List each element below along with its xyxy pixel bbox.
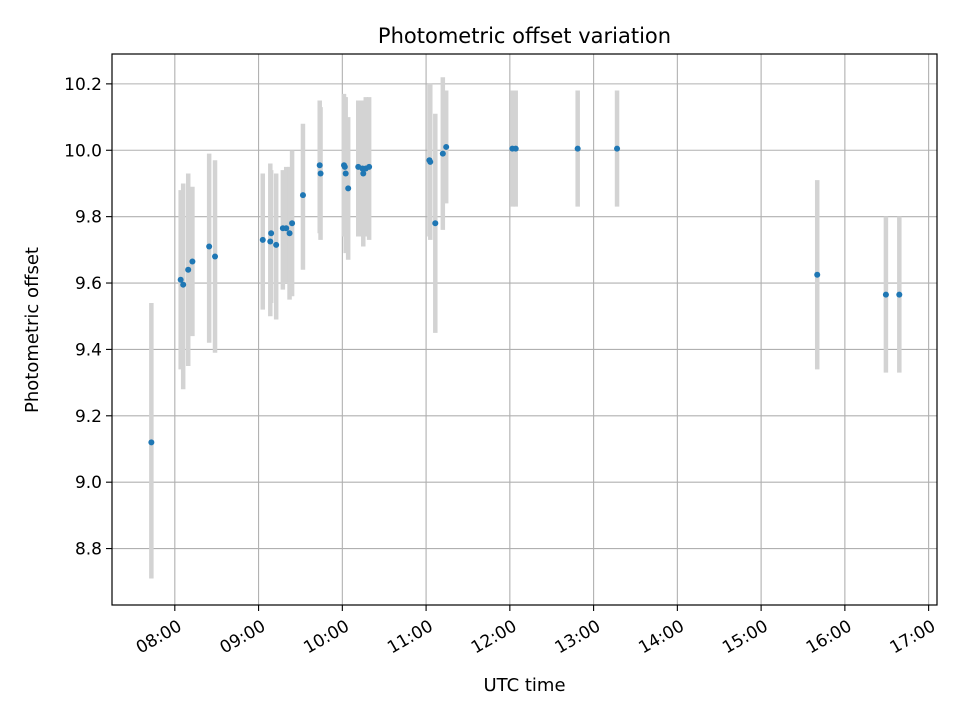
data-point (317, 170, 324, 177)
data-point (366, 163, 373, 170)
data-point (148, 439, 155, 446)
data-point (360, 170, 367, 177)
y-tick-label: 10.0 (64, 141, 102, 161)
data-point (259, 236, 266, 243)
data-point (185, 266, 192, 273)
data-point (345, 185, 352, 192)
chart-title: Photometric offset variation (378, 24, 671, 48)
data-point (512, 145, 519, 152)
data-point (896, 291, 903, 298)
y-tick-label: 9.2 (75, 407, 102, 427)
data-point (273, 241, 280, 248)
data-point (267, 238, 274, 245)
y-tick-label: 9.6 (75, 274, 102, 294)
data-point (439, 150, 446, 157)
data-point (882, 291, 889, 298)
data-point (316, 162, 323, 169)
data-point (177, 276, 184, 283)
y-tick-label: 9.0 (75, 473, 102, 493)
data-point (614, 145, 621, 152)
data-point (443, 143, 450, 150)
data-point (299, 192, 306, 199)
data-point (342, 170, 349, 177)
data-point (180, 281, 187, 288)
y-tick-label: 8.8 (75, 540, 102, 560)
data-point (283, 225, 290, 232)
data-point (574, 145, 581, 152)
x-axis-label: UTC time (483, 675, 565, 696)
data-point (341, 163, 348, 170)
plot-area (112, 54, 937, 605)
plot-frame (111, 53, 938, 606)
y-tick-label: 10.2 (64, 75, 102, 95)
data-point (189, 258, 196, 265)
y-tick-label: 9.8 (75, 208, 102, 228)
data-point (427, 158, 434, 165)
y-axis-label: Photometric offset (22, 247, 43, 413)
data-point (814, 271, 821, 278)
data-point (289, 220, 296, 227)
point-layer (148, 143, 903, 446)
y-tick-label: 9.4 (75, 340, 102, 360)
data-point (206, 243, 213, 250)
data-point (212, 253, 219, 260)
data-point (432, 220, 439, 227)
data-point (286, 230, 293, 237)
data-point (268, 230, 275, 237)
